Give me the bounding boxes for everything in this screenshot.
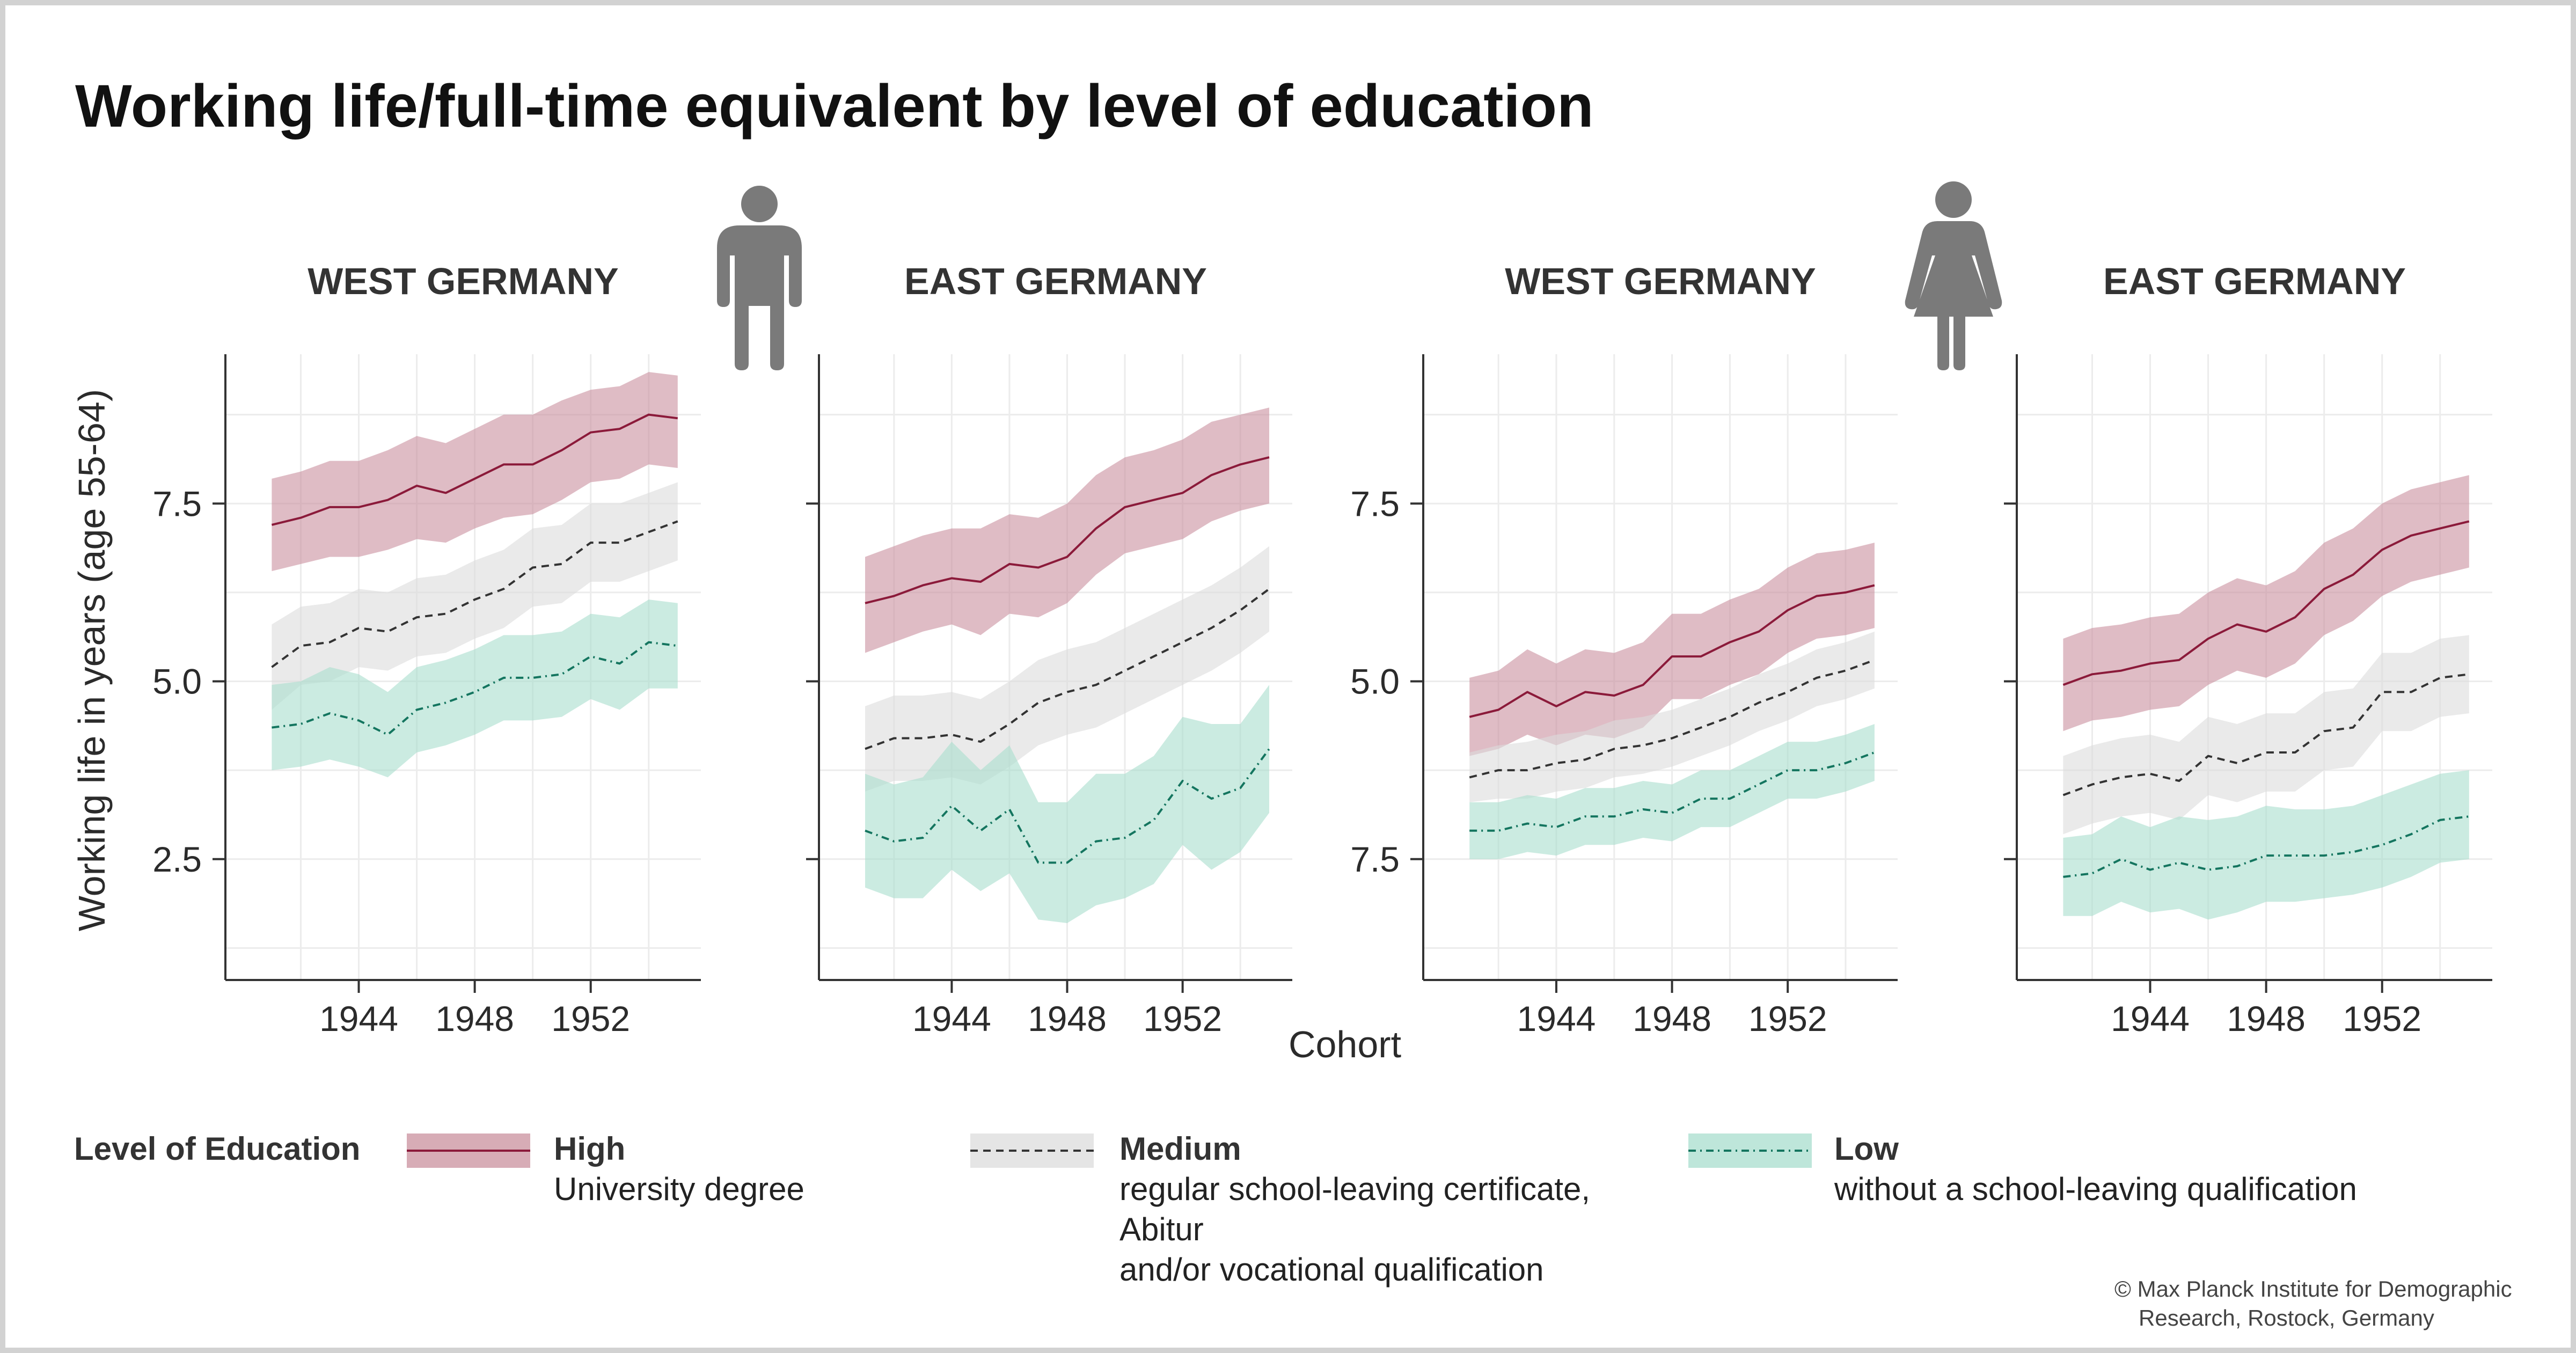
confidence-band-medium bbox=[272, 482, 678, 710]
series-medium bbox=[1469, 631, 1875, 802]
legend: Level of Education High University degree… bbox=[74, 1131, 2357, 1288]
series-line-high bbox=[2062, 520, 2470, 686]
legend-item-high: High University degree bbox=[407, 1131, 804, 1207]
copyright-line-2: Research, Rostock, Germany bbox=[2139, 1305, 2434, 1330]
y-tick-label: 5.0 bbox=[152, 662, 202, 701]
y-axis-title: Working life in years (age 55-64) bbox=[71, 389, 113, 931]
legend-item-medium: Medium regular school-leaving certificate… bbox=[970, 1131, 1590, 1288]
panel-men-east-germany: EAST GERMANY 1944 1948 1952 bbox=[806, 260, 1292, 1038]
series-line-low bbox=[2063, 815, 2470, 878]
confidence-band-high bbox=[272, 372, 678, 572]
series-line-medium bbox=[2062, 673, 2470, 796]
legend-title: Level of Education bbox=[74, 1131, 360, 1167]
y-tick-label: 2.5 bbox=[152, 839, 202, 879]
series-line-medium bbox=[865, 588, 1270, 750]
y-tick-label: 7.5 bbox=[1350, 839, 1400, 879]
woman-icon bbox=[1905, 181, 2002, 370]
x-axis-title: Cohort bbox=[1289, 1023, 1401, 1065]
legend-description: regular school-leaving certificate, bbox=[1119, 1171, 1590, 1207]
man-icon bbox=[717, 186, 802, 370]
confidence-band-high bbox=[1469, 543, 1875, 756]
panel-title: EAST GERMANY bbox=[904, 260, 1207, 302]
x-tick-label: 1944 bbox=[319, 999, 398, 1038]
x-tick-label: 1948 bbox=[1633, 999, 1711, 1038]
confidence-band-low bbox=[272, 599, 678, 778]
x-tick-label: 1948 bbox=[435, 999, 514, 1038]
series-high bbox=[865, 407, 1270, 653]
confidence-band-medium bbox=[1469, 631, 1875, 802]
series-low bbox=[2063, 770, 2470, 920]
x-tick-label: 1948 bbox=[1028, 999, 1107, 1038]
legend-label: Low bbox=[1834, 1131, 1899, 1167]
series-line-medium bbox=[271, 520, 678, 668]
panel-women-east-germany: EAST GERMANY 1944 1948 1952 bbox=[2004, 260, 2492, 1038]
y-tick-label: 7.5 bbox=[152, 484, 202, 523]
panel-men-west-germany: WEST GERMANY 2.5 5.0 7.5 1944 1948 1952 bbox=[152, 260, 701, 1038]
series-line-high bbox=[271, 413, 678, 526]
series-line-high bbox=[1469, 584, 1875, 718]
x-tick-label: 1944 bbox=[912, 999, 991, 1038]
confidence-band-high bbox=[865, 407, 1269, 653]
confidence-band-medium bbox=[2063, 635, 2469, 835]
x-tick-label: 1948 bbox=[2227, 999, 2306, 1038]
series-low bbox=[272, 599, 678, 778]
x-tick-label: 1944 bbox=[1517, 999, 1596, 1038]
legend-items: High University degree Medium regular schoo… bbox=[407, 1131, 2357, 1288]
legend-description: without a school-leaving qualification bbox=[1834, 1171, 2357, 1207]
y-tick-label: 5.0 bbox=[1350, 662, 1400, 701]
confidence-band-low bbox=[865, 685, 1269, 923]
copyright-line-1: © Max Planck Institute for Demographic bbox=[2114, 1276, 2512, 1301]
confidence-band-low bbox=[1469, 724, 1875, 859]
legend-label: Medium bbox=[1119, 1131, 1241, 1167]
panel-title: WEST GERMANY bbox=[1505, 260, 1816, 302]
series-line-high bbox=[865, 456, 1270, 604]
confidence-band-high bbox=[2063, 475, 2469, 732]
legend-swatch-band bbox=[970, 1133, 1094, 1168]
confidence-band-medium bbox=[865, 546, 1269, 792]
confidence-band-low bbox=[2063, 770, 2469, 920]
series-high bbox=[2062, 475, 2470, 732]
series-line-low bbox=[865, 748, 1270, 864]
legend-description: University degree bbox=[554, 1171, 804, 1207]
x-tick-label: 1952 bbox=[1748, 999, 1827, 1038]
series-low bbox=[1469, 724, 1875, 859]
panel-women-west-germany: WEST GERMANY 7.5 5.0 7.5 1944 1948 1952 bbox=[1350, 260, 1898, 1038]
legend-description: Abitur bbox=[1119, 1211, 1204, 1247]
series-low bbox=[865, 685, 1270, 923]
series-high bbox=[1469, 543, 1875, 756]
x-tick-label: 1952 bbox=[2343, 999, 2421, 1038]
y-tick-label: 7.5 bbox=[1350, 484, 1400, 523]
panel-title: EAST GERMANY bbox=[2103, 260, 2406, 302]
legend-label: High bbox=[554, 1131, 625, 1167]
legend-item-low: Low without a school-leaving qualificatio… bbox=[1688, 1131, 2357, 1207]
series-medium bbox=[271, 482, 678, 710]
x-tick-label: 1952 bbox=[551, 999, 630, 1038]
panel-title: WEST GERMANY bbox=[308, 260, 618, 302]
x-tick-label: 1952 bbox=[1143, 999, 1222, 1038]
series-medium bbox=[2062, 635, 2470, 835]
series-line-medium bbox=[1469, 659, 1875, 779]
legend-description: and/or vocational qualification bbox=[1119, 1252, 1544, 1288]
chart-title: Working life/full-time equivalent by lev… bbox=[75, 72, 1593, 140]
x-tick-label: 1944 bbox=[2111, 999, 2190, 1038]
copyright-notice: © Max Planck Institute for Demographic R… bbox=[2114, 1276, 2512, 1330]
series-medium bbox=[865, 546, 1270, 792]
series-high bbox=[271, 372, 678, 572]
